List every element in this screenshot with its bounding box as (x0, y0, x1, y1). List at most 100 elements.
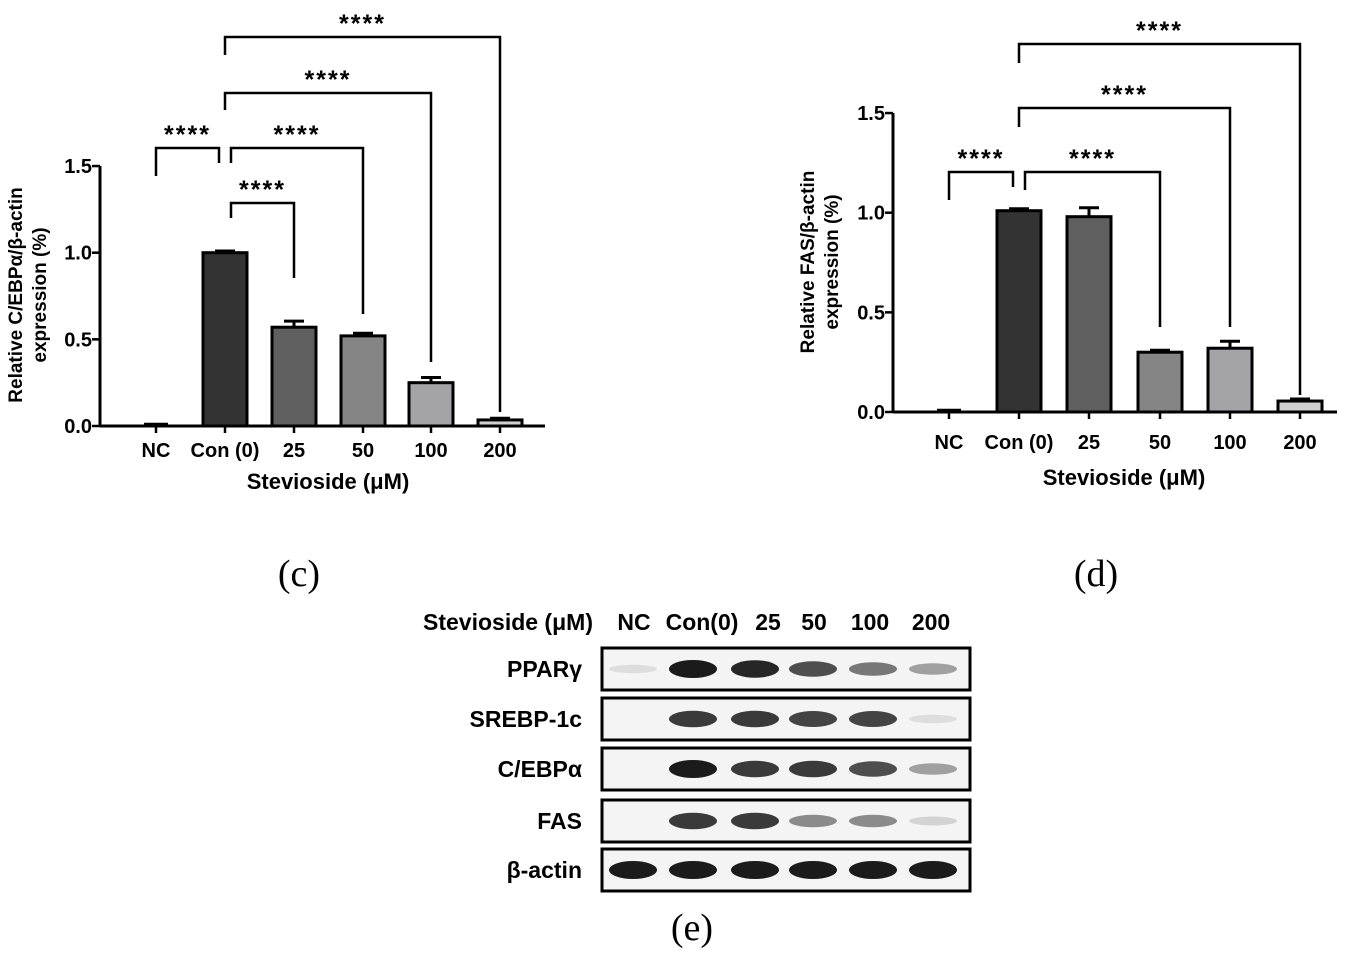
blot-row-label: PPARγ (507, 656, 582, 682)
blot-row-frame (600, 696, 972, 742)
chart-d-ylabel-line1: Relative FAS/β-actin (798, 171, 819, 354)
chart-c-significance-bracket (154, 146, 221, 176)
chart-d-significance-bracket (1023, 170, 1162, 327)
chart-d-xlabel: Stevioside (μM) (1043, 465, 1206, 490)
chart-c-significance-bracket (229, 201, 296, 278)
blot-band (909, 714, 957, 724)
chart-d-significance-label: **** (958, 145, 1005, 173)
blot-band (731, 760, 779, 778)
chart-c-error-bar (353, 331, 373, 336)
chart-c-xlabel: Stevioside (μM) (247, 469, 410, 494)
chart-d-ytick-label: 1.0 (857, 203, 885, 225)
chart-c-error-bar (490, 416, 510, 420)
chart-d-error-bar (1290, 397, 1310, 402)
chart-c: Relative C/EBPα/β-actin expression (%) S… (6, 10, 545, 494)
chart-d-bar (1065, 215, 1113, 414)
chart-c-bar (476, 418, 524, 428)
blot-band (789, 814, 837, 828)
chart-c-error-bar (215, 249, 235, 253)
blot-lane-label: 200 (912, 609, 950, 635)
chart-c-significance-bracket (223, 91, 433, 362)
blot-band (731, 660, 779, 678)
chart-c-ytick-label: 0.0 (64, 416, 92, 438)
chart-d-xtick-label: NC (935, 432, 964, 454)
blot-row-frame (600, 646, 972, 692)
chart-d-error-bar (1079, 206, 1099, 217)
blot-band (731, 861, 779, 879)
blot-row-label: FAS (537, 808, 582, 834)
chart-c-significance-label: **** (164, 121, 211, 149)
blot-band (909, 763, 957, 775)
blot-band (669, 710, 717, 728)
chart-d-significance-label: **** (1101, 81, 1148, 109)
chart-d-xtick-label: Con (0) (985, 432, 1054, 454)
chart-c-significance-bracket (229, 146, 365, 314)
blot-band (609, 664, 657, 674)
chart-c-xtick-label: 25 (283, 440, 305, 462)
blot-lane-label: 25 (755, 609, 781, 635)
chart-d-ylabel-line2: expression (%) (822, 194, 843, 329)
blot-row-label: β-actin (507, 857, 582, 883)
blot-lane-label: 50 (801, 609, 827, 635)
blot-band (609, 861, 657, 879)
blot-band (849, 662, 897, 676)
panel-label-c: (c) (278, 553, 320, 595)
chart-c-significance-label: **** (239, 176, 286, 204)
blot-band (731, 812, 779, 830)
chart-c-error-bar (284, 319, 304, 328)
chart-c-xtick-label: Con (0) (191, 440, 260, 462)
blot-band (849, 761, 897, 777)
chart-d-significance-bracket (947, 170, 1015, 200)
chart-d-significance-label: **** (1136, 17, 1183, 45)
chart-d-error-bar (1150, 348, 1170, 353)
chart-d-significance-bracket (1017, 42, 1302, 395)
panel-label-e: (e) (671, 907, 713, 949)
chart-c-ylabel-line2: expression (%) (30, 227, 51, 362)
blot-band (789, 861, 837, 879)
blot-band (669, 760, 717, 778)
blot-band (731, 710, 779, 728)
chart-d-xtick-label: 100 (1213, 432, 1246, 454)
chart-d: Relative FAS/β-actin expression (%) Stev… (798, 17, 1337, 490)
chart-c-significance-label: **** (305, 66, 352, 94)
chart-d-ytick-label: 0.5 (857, 302, 885, 324)
chart-d-bar (1136, 350, 1184, 414)
blot-row-frame (600, 847, 972, 893)
blot-band (789, 661, 837, 677)
blot-row-label: C/EBPα (498, 756, 582, 782)
blot-band (669, 660, 717, 678)
chart-d-xtick-label: 25 (1078, 432, 1100, 454)
blot-row-label: SREBP-1c (470, 706, 583, 732)
chart-c-ylabel-line1: Relative C/EBPα/β-actin (6, 187, 27, 402)
blot-lane-label: 100 (851, 609, 889, 635)
blot-row-frame (600, 746, 972, 792)
chart-d-bar (1206, 346, 1254, 414)
chart-c-bar (201, 251, 249, 428)
chart-d-xtick-label: 50 (1149, 432, 1171, 454)
chart-d-error-bar (1220, 339, 1240, 349)
chart-c-error-bar (421, 375, 441, 383)
chart-d-error-bar (1009, 207, 1029, 211)
blot-band (789, 760, 837, 778)
blot-band (909, 861, 957, 879)
blot-row-frame (600, 798, 972, 844)
chart-c-xtick-label: 200 (483, 440, 516, 462)
chart-d-significance-bracket (1017, 106, 1232, 327)
blot-band (909, 663, 957, 675)
chart-d-ytick-label: 1.5 (857, 103, 885, 125)
blot-band (849, 814, 897, 828)
western-blot: Stevioside (μM) NC Con(0) 25 50 100 200 PPARγ S… (423, 609, 972, 893)
chart-d-ytick-label: 0.0 (857, 402, 885, 424)
chart-c-xtick-label: NC (142, 440, 171, 462)
chart-c-significance-bracket (223, 35, 502, 412)
chart-d-bar (995, 209, 1043, 414)
chart-d-bar (1276, 399, 1324, 414)
chart-c-bar (339, 334, 387, 428)
blot-band (849, 711, 897, 727)
blot-lane-label: Con(0) (666, 609, 739, 635)
chart-d-significance-label: **** (1069, 145, 1116, 173)
blot-lane-label: NC (617, 609, 650, 635)
chart-c-ytick-label: 0.5 (64, 329, 92, 351)
chart-c-ytick-label: 1.5 (64, 156, 92, 178)
